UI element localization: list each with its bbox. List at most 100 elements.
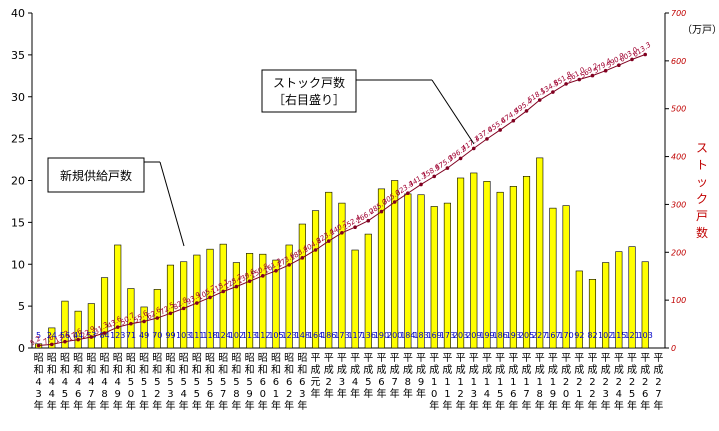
bar-value-label: 118 (202, 331, 217, 340)
category-label-char: 和 (47, 364, 57, 376)
bar-value-label: 173 (334, 331, 349, 340)
stock-callout-line: ［右目盛り］ (273, 92, 345, 107)
stock-callout-box (261, 69, 357, 113)
right-tick-label: 300 (671, 200, 686, 209)
category-label-char: 成 (363, 364, 373, 376)
stock-callout-line: ストック戸数 (273, 75, 345, 90)
stock-marker (168, 311, 173, 316)
category-label-char: 昭 (179, 352, 189, 364)
category-label-char: 年 (86, 399, 96, 412)
category-label-char: 元 (311, 377, 321, 388)
right-axis-unit: （万戸） (682, 24, 719, 36)
category-label-char: 8 (537, 389, 543, 400)
stock-marker (366, 218, 371, 223)
category-label-char: 5 (220, 377, 226, 388)
left-tick-label: 40 (11, 7, 25, 20)
bar-value-label: 205 (519, 331, 534, 340)
stock-marker (537, 98, 542, 102)
category-label-char: 平 (495, 353, 505, 364)
category-label-char: 昭 (86, 352, 96, 364)
category-label-char: 6 (75, 389, 81, 400)
bar-new-supply (338, 202, 346, 349)
category-label-char: 年 (297, 399, 307, 412)
bar-value-label: 123 (282, 331, 297, 340)
bar-new-supply (417, 194, 425, 349)
category-label-char: 4 (180, 389, 186, 400)
category-label-char: 5 (180, 377, 186, 388)
category-label-char: 5 (167, 377, 173, 388)
category-label-char: 4 (115, 377, 121, 388)
stock-marker (300, 256, 305, 260)
right-tick-label: 600 (671, 57, 686, 66)
category-label-char: 成 (522, 364, 532, 376)
category-label-char: 4 (62, 377, 68, 388)
category-label-char: 3 (35, 389, 41, 400)
category-label-char: 年 (60, 399, 70, 412)
stock-marker (155, 316, 160, 320)
bar-value-label: 84 (99, 331, 109, 340)
category-label-char: 成 (442, 364, 452, 376)
left-tick-label: 0 (18, 342, 25, 355)
category-label-char: 年 (627, 399, 637, 412)
category-label-char: 成 (508, 364, 518, 376)
category-label-char: 昭 (258, 352, 268, 364)
bar-value-label: 124 (216, 331, 231, 340)
left-tick-label: 35 (11, 49, 25, 62)
category-label-char: 4 (75, 377, 81, 388)
stock-marker (102, 331, 107, 335)
category-label-char: 1 (457, 377, 463, 388)
bar-new-supply (166, 264, 175, 349)
category-label-char: 和 (192, 364, 202, 376)
category-label-char: 平 (350, 353, 360, 364)
category-label-char: 5 (154, 377, 160, 388)
stock-marker (590, 73, 595, 78)
right-axis-title-char: ク (696, 192, 708, 206)
category-label-char: 1 (497, 377, 503, 388)
category-label-char: 成 (548, 364, 558, 376)
category-label-char: 平 (640, 353, 650, 364)
category-label-char: 年 (126, 399, 136, 412)
bar-new-supply (377, 188, 386, 349)
category-label-char: 年 (416, 387, 426, 400)
stock-marker (379, 209, 384, 214)
stock-marker (129, 321, 133, 326)
category-label-char: 年 (271, 399, 281, 412)
category-label-char: 昭 (218, 352, 228, 364)
category-label-char: 和 (271, 364, 281, 376)
category-label-char: 2 (326, 377, 332, 388)
category-label-char: 3 (471, 389, 477, 400)
category-label-char: 成 (403, 364, 413, 376)
category-label-char: 和 (179, 364, 189, 376)
category-label-char: 平 (403, 353, 413, 364)
bar-value-label: 184 (400, 331, 415, 340)
bar-value-label: 56 (60, 331, 70, 340)
stock-marker (445, 166, 450, 170)
category-label-char: 年 (614, 399, 624, 412)
category-label-char: 和 (245, 364, 255, 376)
bar-value-label: 136 (361, 331, 376, 340)
category-label-char: 5 (62, 389, 68, 400)
category-label-char: 平 (311, 353, 321, 364)
category-label-char: 成 (601, 364, 611, 376)
category-label-char: 成 (456, 364, 466, 376)
category-label-char: 6 (286, 377, 292, 388)
category-label-char: 0 (128, 389, 134, 400)
category-label-char: 年 (363, 387, 373, 400)
stock-callout-leader (431, 79, 475, 145)
category-label-char: 昭 (47, 352, 57, 364)
category-label-char: 9 (418, 377, 424, 388)
category-label-char: 成 (324, 364, 334, 376)
bar-value-label: 49 (139, 331, 149, 340)
